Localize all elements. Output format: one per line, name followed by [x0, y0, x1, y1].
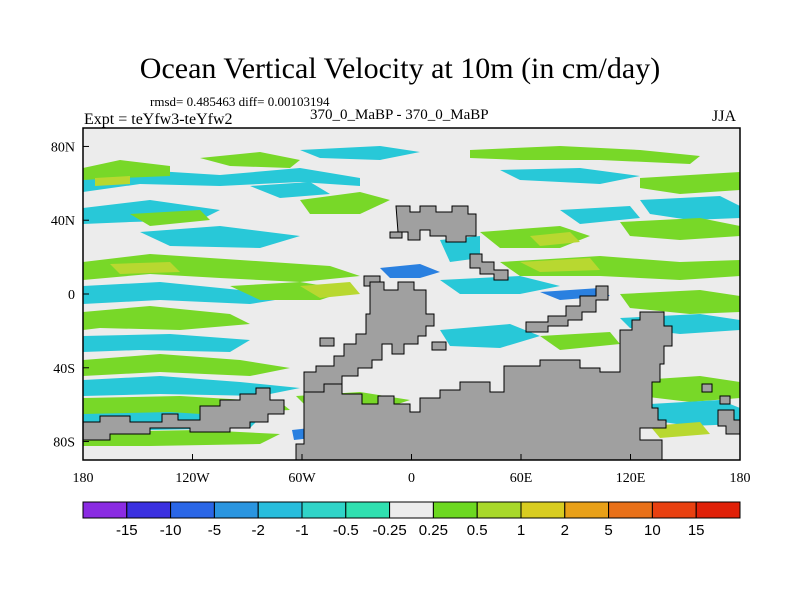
colorbar-swatch [82, 501, 128, 519]
colorbar-label: 10 [644, 522, 661, 539]
colorbar-swatch [608, 501, 653, 519]
patch-cyan-eq1 [83, 282, 300, 304]
patch-blue-eq1 [380, 264, 440, 278]
y-tick-label: 80S [53, 436, 75, 451]
colorbar-label: -5 [208, 522, 221, 539]
x-tick-label: 60W [288, 471, 316, 486]
colorbar-swatch [257, 501, 303, 519]
land-north-america-island [395, 205, 477, 243]
y-tick-label: 0 [68, 288, 75, 303]
colorbar-swatch [432, 501, 478, 519]
colorbar-label: 5 [604, 522, 612, 539]
patch-green-eq1 [83, 254, 360, 282]
patch-cyan-n8 [560, 206, 640, 224]
patch-cyan-s4 [440, 324, 540, 348]
patch-yellow-eq1 [110, 262, 180, 274]
colorbar: -15 -10 -5 -2 -1 -0.5 -0.25 0.25 0.5 1 2 5 10 15 [82, 501, 741, 539]
y-tick-label: 40N [51, 214, 75, 229]
land-east-tip [701, 383, 713, 393]
patch-cyan-s1 [83, 376, 300, 396]
patch-green-n6 [300, 192, 390, 214]
x-tick-label: 60E [510, 471, 533, 486]
patch-green-n4 [640, 172, 740, 194]
colorbar-label: 0.25 [419, 522, 448, 539]
colorbar-swatch [651, 501, 697, 519]
land-isle-5 [431, 341, 447, 351]
land-isle-4 [319, 337, 335, 347]
colorbar-label: 0.5 [467, 522, 488, 539]
colorbar-label: -0.5 [333, 522, 359, 539]
patch-green-eq4 [620, 290, 740, 314]
colorbar-swatch [301, 501, 347, 519]
land-east-tip-2 [717, 409, 740, 435]
colorbar-label: -1 [295, 522, 308, 539]
colorbar-label: -15 [116, 522, 138, 539]
patch-green-n3 [470, 146, 700, 164]
colorbar-swatch [564, 501, 610, 519]
colorbar-swatch [389, 501, 434, 519]
experiment-label: Expt = teYfw3-teYfw2 [84, 111, 233, 128]
colorbar-swatch [126, 501, 172, 519]
colorbar-swatch [476, 501, 522, 519]
land-gondwana-south [295, 311, 673, 460]
patch-cyan-n6 [250, 182, 330, 198]
patch-green-n5 [130, 210, 210, 226]
period-label: 370_0_MaBP - 370_0_MaBP [310, 107, 489, 123]
patch-yellow-n1 [95, 176, 130, 186]
patch-cyan-n5 [140, 226, 300, 248]
colorbar-label: 15 [688, 522, 705, 539]
patch-green-n1 [83, 160, 170, 180]
map-area [83, 128, 740, 460]
patch-green-n7 [620, 218, 740, 240]
patch-cyan-n2 [300, 146, 420, 160]
land-small-isle-2 [469, 253, 509, 281]
patch-cyan-eq2 [440, 276, 560, 294]
x-tick-label: 120W [175, 471, 210, 486]
land-west-strip [83, 387, 285, 441]
patch-yellow-n2 [530, 232, 580, 246]
patch-green-s1 [83, 354, 290, 376]
colorbar-swatch [170, 501, 215, 519]
patch-cyan-n7 [640, 196, 740, 220]
colorbar-swatch [213, 501, 259, 519]
plot-title: Ocean Vertical Velocity at 10m (in cm/da… [139, 52, 661, 85]
colorbar-label: -10 [160, 522, 182, 539]
colorbar-swatch [695, 501, 741, 519]
colorbar-label: 2 [561, 522, 569, 539]
patch-green-eq5 [83, 306, 250, 330]
colorbar-label: -2 [252, 522, 265, 539]
x-tick-label: 180 [730, 471, 751, 486]
y-axis-ticks: 80N 40N 0 40S 80S [51, 140, 89, 451]
land-masses [83, 205, 740, 460]
x-tick-label: 120E [616, 471, 646, 486]
x-axis-ticks: 180 120W 60W 0 60E 120E 180 [73, 454, 751, 486]
stats-line: rmsd= 0.485463 diff= 0.00103194 [150, 94, 330, 109]
colorbar-swatch [520, 501, 566, 519]
patch-green-n2 [200, 152, 300, 168]
colorbar-label: -0.25 [372, 522, 406, 539]
land-southern-continent [303, 281, 435, 393]
patch-green-s5 [540, 332, 620, 350]
y-tick-label: 40S [53, 362, 75, 377]
land-east-arc [525, 285, 609, 333]
patch-yellow-eq3 [520, 258, 600, 272]
colorbar-label: 1 [517, 522, 525, 539]
patch-green-s4 [640, 376, 740, 402]
x-tick-label: 180 [73, 471, 94, 486]
y-tick-label: 80N [51, 140, 75, 155]
land-isle-6 [719, 395, 731, 405]
patch-cyan-eq4 [83, 334, 250, 352]
season-label: JJA [712, 108, 737, 125]
x-tick-label: 0 [408, 471, 415, 486]
patch-yellow-eq2 [300, 282, 360, 298]
patch-cyan-n3 [500, 168, 640, 184]
colorbar-swatch [345, 501, 391, 519]
land-small-isle-1 [389, 231, 403, 239]
